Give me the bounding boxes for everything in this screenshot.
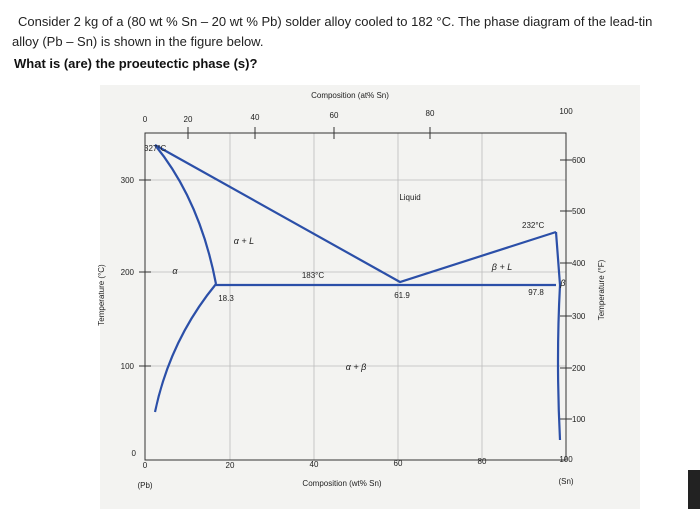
right-tick: 200 <box>572 364 586 373</box>
top-tick: 60 <box>330 111 339 120</box>
right-axis-title: Temperature (°F) <box>597 259 606 320</box>
bottom-axis-title: Composition (wt% Sn) <box>302 479 381 488</box>
top-tick: 80 <box>426 109 435 118</box>
phase-boundaries <box>153 144 562 441</box>
left-tick: 100 <box>121 362 135 371</box>
ticks <box>139 127 572 420</box>
top-tick: 20 <box>184 115 193 124</box>
figure-background <box>100 85 640 509</box>
label: 327°C <box>144 144 167 153</box>
left-tick: 300 <box>121 176 135 185</box>
left-axis-title: Temperature (°C) <box>97 264 106 326</box>
end-label: (Sn) <box>558 477 573 486</box>
end-label: (Pb) <box>137 481 152 490</box>
label: 183°C <box>302 271 325 280</box>
bottom-tick: 0 <box>143 461 148 470</box>
plot-frame <box>144 132 567 461</box>
right-tick: 100 <box>572 415 586 424</box>
label: α + β <box>346 362 367 372</box>
question-line: What is (are) the proeutectic phase (s)? <box>14 56 257 71</box>
bottom-tick: 80 <box>478 457 487 466</box>
right-tick: 500 <box>572 207 586 216</box>
label: α + L <box>234 236 254 246</box>
label: 232°C <box>522 221 545 230</box>
label: β + L <box>491 262 512 272</box>
left-tick: 0 <box>132 449 137 458</box>
right-tick: 400 <box>572 259 586 268</box>
bottom-tick: 40 <box>310 460 319 469</box>
bottom-tick: 20 <box>226 461 235 470</box>
top-tick: 0 <box>143 115 148 124</box>
label: 61.9 <box>394 291 410 300</box>
bottom-tick: 100 <box>559 455 573 464</box>
label: 18.3 <box>218 294 234 303</box>
top-tick: 100 <box>559 107 573 116</box>
label: Liquid <box>399 193 420 202</box>
label: 97.8 <box>528 288 544 297</box>
right-tick: 600 <box>572 156 586 165</box>
right-tick: 300 <box>572 312 586 321</box>
bottom-tick: 60 <box>394 459 403 468</box>
top-axis-title: Composition (at% Sn) <box>311 91 389 100</box>
edge-artifact <box>688 470 700 509</box>
top-tick: 40 <box>251 113 260 122</box>
label: α <box>172 266 178 276</box>
question-line: alloy (Pb – Sn) is shown in the figure b… <box>12 34 263 49</box>
left-tick: 200 <box>121 268 135 277</box>
label: β <box>559 278 565 288</box>
question-line: Consider 2 kg of a (80 wt % Sn – 20 wt %… <box>18 14 652 29</box>
